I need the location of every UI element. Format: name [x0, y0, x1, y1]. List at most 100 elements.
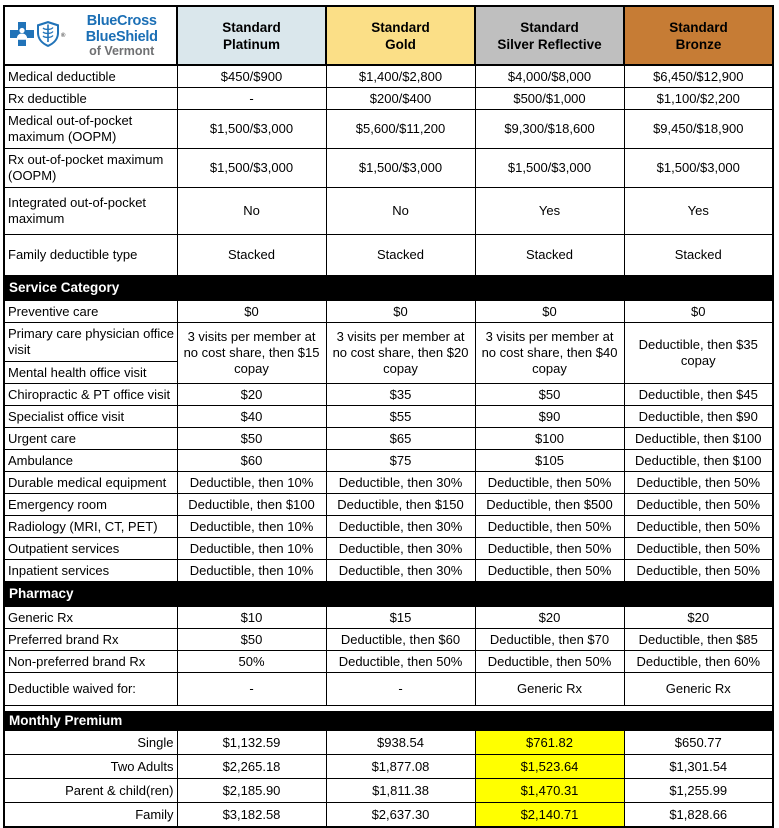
row-label: Integrated out-of-pocket maximum	[3, 187, 178, 235]
value-cell: $50	[176, 628, 327, 651]
value-cell: $1,100/$2,200	[623, 87, 774, 110]
section-title: Pharmacy	[3, 581, 774, 607]
table-row: Ambulance $60 $75 $105 Deductible, then …	[3, 449, 774, 472]
value-cell: Deductible, then $100	[176, 493, 327, 516]
value-cell: $3,182.58	[176, 802, 327, 828]
table-row: Medical out-of-pocket maximum (OOPM) $1,…	[3, 109, 774, 149]
logo-brand-text: BlueCross BlueShield	[85, 13, 158, 45]
table-row: Specialist office visit $40 $55 $90 Dedu…	[3, 405, 774, 428]
value-cell: $2,185.90	[176, 778, 327, 803]
table-row: Rx out-of-pocket maximum (OOPM) $1,500/$…	[3, 148, 774, 188]
value-cell: $65	[325, 427, 476, 450]
row-label: Inpatient services	[3, 559, 178, 582]
value-cell: Deductible, then 50%	[474, 471, 625, 494]
table-row: Rx deductible - $200/$400 $500/$1,000 $1…	[3, 87, 774, 110]
value-cell: Stacked	[325, 234, 476, 276]
section-header-service: Service Category	[3, 275, 774, 301]
section-header-pharmacy: Pharmacy	[3, 581, 774, 607]
table-row: Emergency room Deductible, then $100 Ded…	[3, 493, 774, 516]
row-label: Outpatient services	[3, 537, 178, 560]
value-cell: $1,132.59	[176, 730, 327, 755]
bcbs-logo: ® BlueCross BlueShield of Vermont	[9, 13, 172, 58]
value-cell: Deductible, then 50%	[325, 650, 476, 673]
value-cell: $9,300/$18,600	[474, 109, 625, 149]
row-label: Ambulance	[3, 449, 178, 472]
value-cell: $2,637.30	[325, 802, 476, 828]
value-cell: No	[176, 187, 327, 235]
value-cell: $15	[325, 606, 476, 629]
value-cell: $200/$400	[325, 87, 476, 110]
row-label: Single	[3, 730, 178, 755]
plan-name-line2: Platinum	[222, 36, 280, 52]
value-cell: Deductible, then $60	[325, 628, 476, 651]
table-row: Non-preferred brand Rx 50% Deductible, t…	[3, 650, 774, 673]
plan-header-gold: Standard Gold	[325, 5, 476, 66]
table-row: Medical deductible $450/$900 $1,400/$2,8…	[3, 64, 774, 88]
value-cell: $938.54	[325, 730, 476, 755]
row-label: Radiology (MRI, CT, PET)	[3, 515, 178, 538]
row-label: Rx out-of-pocket maximum (OOPM)	[3, 148, 178, 188]
value-cell: $1,500/$3,000	[325, 148, 476, 188]
table-row: Primary care physician office visit 3 vi…	[3, 322, 774, 384]
value-cell: $40	[176, 405, 327, 428]
value-cell: Deductible, then 50%	[623, 493, 774, 516]
table-row: Durable medical equipment Deductible, th…	[3, 471, 774, 494]
plan-header-silver: Standard Silver Reflective	[474, 5, 625, 66]
value-cell: Deductible, then 50%	[623, 537, 774, 560]
plan-header-platinum: Standard Platinum	[176, 5, 327, 66]
value-cell: Deductible, then 10%	[176, 471, 327, 494]
value-cell: Deductible, then 30%	[325, 515, 476, 538]
value-cell: $0	[474, 300, 625, 323]
highlighted-value-cell: $761.82	[474, 730, 625, 755]
table-row: Preferred brand Rx $50 Deductible, then …	[3, 628, 774, 651]
row-label: Preferred brand Rx	[3, 628, 178, 651]
value-cell: $50	[474, 383, 625, 406]
value-cell: $1,828.66	[623, 802, 774, 828]
value-cell: Deductible, then 50%	[623, 515, 774, 538]
row-label: Family deductible type	[3, 234, 178, 276]
value-cell: Deductible, then $500	[474, 493, 625, 516]
value-cell: Deductible, then $100	[623, 449, 774, 472]
value-cell: Deductible, then 50%	[623, 471, 774, 494]
highlighted-value-cell: $1,470.31	[474, 778, 625, 803]
value-cell: $2,265.18	[176, 754, 327, 779]
table-row: Family deductible type Stacked Stacked S…	[3, 234, 774, 276]
row-label: Urgent care	[3, 427, 178, 450]
row-label: Deductible waived for:	[3, 672, 178, 706]
plan-comparison-sheet: ® BlueCross BlueShield of Vermont Standa…	[3, 5, 774, 828]
value-cell: No	[325, 187, 476, 235]
section-title: Monthly Premium	[3, 711, 774, 731]
row-label: Parent & child(ren)	[3, 778, 178, 803]
value-cell: $1,500/$3,000	[623, 148, 774, 188]
value-cell: 3 visits per member at no cost share, th…	[176, 322, 327, 384]
value-cell: $105	[474, 449, 625, 472]
table-row: Chiropractic & PT office visit $20 $35 $…	[3, 383, 774, 406]
value-cell: $9,450/$18,900	[623, 109, 774, 149]
value-cell: Deductible, then $45	[623, 383, 774, 406]
value-cell: $1,301.54	[623, 754, 774, 779]
value-cell: Generic Rx	[623, 672, 774, 706]
value-cell: $50	[176, 427, 327, 450]
logo-region-text: of Vermont	[89, 44, 155, 58]
value-cell: $1,400/$2,800	[325, 64, 476, 88]
value-cell: $0	[176, 300, 327, 323]
value-cell: Deductible, then 30%	[325, 559, 476, 582]
value-cell: Deductible, then 60%	[623, 650, 774, 673]
blueshield-shield-icon	[35, 20, 61, 52]
plan-header-bronze: Standard Bronze	[623, 5, 774, 66]
section-title: Service Category	[3, 275, 774, 301]
value-cell: Deductible, then 10%	[176, 537, 327, 560]
row-label: Medical out-of-pocket maximum (OOPM)	[3, 109, 178, 149]
value-cell: 3 visits per member at no cost share, th…	[325, 322, 476, 384]
row-label: Two Adults	[3, 754, 178, 779]
value-cell: $20	[176, 383, 327, 406]
value-cell: Stacked	[176, 234, 327, 276]
table-row: Outpatient services Deductible, then 10%…	[3, 537, 774, 560]
table-row: Two Adults $2,265.18 $1,877.08 $1,523.64…	[3, 754, 774, 779]
row-label: Specialist office visit	[3, 405, 178, 428]
table-row: Urgent care $50 $65 $100 Deductible, the…	[3, 427, 774, 450]
value-cell: Deductible, then 50%	[623, 559, 774, 582]
value-cell: Deductible, then $70	[474, 628, 625, 651]
table-row: Family $3,182.58 $2,637.30 $2,140.71 $1,…	[3, 802, 774, 828]
plan-name-line1: Standard	[520, 19, 579, 35]
